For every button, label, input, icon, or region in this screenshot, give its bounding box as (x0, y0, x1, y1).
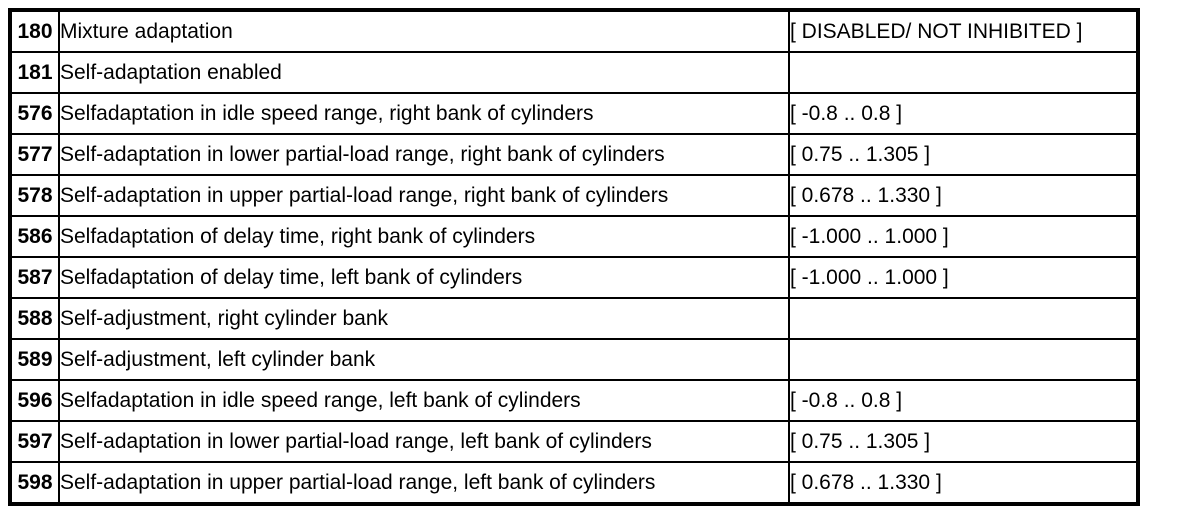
value-range-cell: [ -1.000 .. 1.000 ] (788, 215, 1139, 258)
description-cell: Self-adaptation in upper partial-load ra… (58, 461, 790, 505)
value-range-cell (788, 297, 1139, 340)
code-cell: 589 (9, 338, 60, 381)
table-row: 577 Self-adaptation in lower partial-loa… (9, 133, 1139, 176)
table-row: 180 Mixture adaptation [ DISABLED/ NOT I… (9, 9, 1139, 53)
code-cell: 586 (9, 215, 60, 258)
description-cell: Self-adjustment, left cylinder bank (58, 338, 790, 381)
description-cell: Self-adaptation in lower partial-load ra… (58, 420, 790, 463)
description-cell: Self-adaptation in upper partial-load ra… (58, 174, 790, 217)
value-range-cell: [ 0.75 .. 1.305 ] (788, 420, 1139, 463)
value-range-cell: [ -0.8 .. 0.8 ] (788, 92, 1139, 135)
code-cell: 577 (9, 133, 60, 176)
code-cell: 596 (9, 379, 60, 422)
code-cell: 576 (9, 92, 60, 135)
description-cell: Selfadaptation of delay time, right bank… (58, 215, 790, 258)
table-row: 598 Self-adaptation in upper partial-loa… (9, 461, 1139, 505)
description-cell: Self-adaptation in lower partial-load ra… (58, 133, 790, 176)
table-row: 588 Self-adjustment, right cylinder bank (9, 297, 1139, 340)
description-cell: Self-adjustment, right cylinder bank (58, 297, 790, 340)
description-cell: Mixture adaptation (58, 9, 790, 53)
value-range-cell: [ 0.75 .. 1.305 ] (788, 133, 1139, 176)
code-cell: 597 (9, 420, 60, 463)
table-row: 586 Selfadaptation of delay time, right … (9, 215, 1139, 258)
table-row: 181 Self-adaptation enabled (9, 51, 1139, 94)
description-cell: Selfadaptation in idle speed range, righ… (58, 92, 790, 135)
description-cell: Selfadaptation in idle speed range, left… (58, 379, 790, 422)
code-cell: 598 (9, 461, 60, 505)
table-row: 589 Self-adjustment, left cylinder bank (9, 338, 1139, 381)
code-cell: 578 (9, 174, 60, 217)
value-range-cell: [ -0.8 .. 0.8 ] (788, 379, 1139, 422)
table-row: 596 Selfadaptation in idle speed range, … (9, 379, 1139, 422)
code-cell: 588 (9, 297, 60, 340)
diagnostic-code-table: 180 Mixture adaptation [ DISABLED/ NOT I… (8, 8, 1140, 506)
value-range-cell (788, 51, 1139, 94)
table-row: 578 Self-adaptation in upper partial-loa… (9, 174, 1139, 217)
value-range-cell: [ 0.678 .. 1.330 ] (788, 174, 1139, 217)
value-range-cell (788, 338, 1139, 381)
description-cell: Selfadaptation of delay time, left bank … (58, 256, 790, 299)
code-cell: 180 (9, 9, 60, 53)
table-row: 587 Selfadaptation of delay time, left b… (9, 256, 1139, 299)
table-row: 576 Selfadaptation in idle speed range, … (9, 92, 1139, 135)
value-range-cell: [ 0.678 .. 1.330 ] (788, 461, 1139, 505)
value-range-cell: [ DISABLED/ NOT INHIBITED ] (788, 9, 1139, 53)
description-cell: Self-adaptation enabled (58, 51, 790, 94)
table-row: 597 Self-adaptation in lower partial-loa… (9, 420, 1139, 463)
code-cell: 181 (9, 51, 60, 94)
value-range-cell: [ -1.000 .. 1.000 ] (788, 256, 1139, 299)
code-cell: 587 (9, 256, 60, 299)
